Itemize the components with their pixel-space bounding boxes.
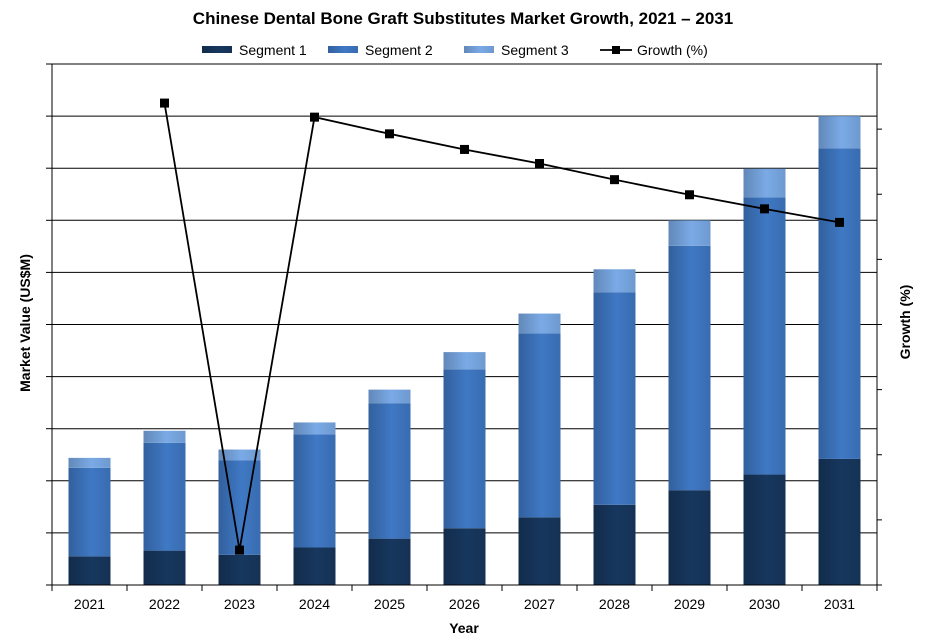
bar-segment-3-2029 xyxy=(668,220,711,246)
x-tick-label: 2031 xyxy=(824,596,855,612)
legend-swatch xyxy=(202,46,232,53)
legend-item-segment-1: Segment 1 xyxy=(202,42,307,58)
bar-segment-2-2030 xyxy=(743,197,786,475)
bar-segment-2-2027 xyxy=(518,333,561,518)
growth-line-path xyxy=(163,102,840,551)
growth-point-2026 xyxy=(460,144,469,154)
legend-label: Segment 3 xyxy=(501,42,569,58)
bar-segment-1-2029 xyxy=(668,490,711,585)
bar-segment-3-2025 xyxy=(368,389,411,404)
bar-segment-2-2024 xyxy=(293,434,336,548)
growth-point-2027 xyxy=(535,159,544,169)
x-tick-label: 2025 xyxy=(374,596,405,612)
bar-segment-3-2023 xyxy=(218,449,261,461)
bar-segment-1-2023 xyxy=(218,554,261,585)
bars xyxy=(68,116,861,585)
axes xyxy=(46,63,882,591)
bar-segment-1-2025 xyxy=(368,538,411,585)
bar-segment-2-2022 xyxy=(143,442,186,551)
x-tick-label: 2029 xyxy=(674,596,705,612)
growth-point-2023 xyxy=(235,545,244,555)
x-tick-label: 2026 xyxy=(449,596,480,612)
legend-swatch xyxy=(328,46,358,53)
growth-point-2030 xyxy=(760,204,769,214)
bar-segment-2-2023 xyxy=(218,460,261,555)
bar-segment-2-2031 xyxy=(818,148,861,459)
bar-segment-3-2027 xyxy=(518,313,561,334)
bar-segment-1-2027 xyxy=(518,517,561,585)
bar-segment-1-2028 xyxy=(593,504,636,585)
legend-item-segment-2: Segment 2 xyxy=(328,42,433,58)
legend: Segment 1 Segment 2 Segment 3 Growth (%) xyxy=(202,42,708,58)
bar-segment-2-2025 xyxy=(368,403,411,539)
growth-point-2031 xyxy=(835,217,844,227)
growth-point-2029 xyxy=(685,190,694,200)
legend-swatch xyxy=(464,46,494,53)
y2-axis-title: Growth (%) xyxy=(897,285,913,360)
bar-segment-3-2026 xyxy=(443,352,486,370)
growth-point-2028 xyxy=(610,175,619,185)
x-tick-label: 2022 xyxy=(149,596,180,612)
legend-item-growth: Growth (%) xyxy=(600,42,708,58)
x-tick-label: 2030 xyxy=(749,596,780,612)
bar-segment-3-2022 xyxy=(143,430,186,443)
bar-segment-2-2021 xyxy=(68,467,111,557)
x-tick-label: 2027 xyxy=(524,596,555,612)
growth-point-2022 xyxy=(160,98,169,108)
legend-label: Growth (%) xyxy=(637,42,708,58)
legend-label: Segment 1 xyxy=(239,42,307,58)
x-tick-label: 2024 xyxy=(299,596,330,612)
bar-segment-1-2024 xyxy=(293,547,336,585)
x-tick-labels: 2021 2022 2023 2024 2025 2026 2027 2028 2029 2030… xyxy=(74,596,855,612)
bar-segment-1-2021 xyxy=(68,556,111,585)
legend-marker xyxy=(612,46,620,54)
x-tick-label: 2021 xyxy=(74,596,105,612)
bar-segment-3-2031 xyxy=(818,116,861,149)
growth-point-2024 xyxy=(310,112,319,122)
bar-segment-2-2029 xyxy=(668,245,711,491)
bar-segment-2-2026 xyxy=(443,369,486,529)
bar-segment-3-2024 xyxy=(293,422,336,435)
growth-point-2025 xyxy=(385,129,394,139)
x-tick-label: 2023 xyxy=(224,596,255,612)
bar-segment-3-2030 xyxy=(743,168,786,198)
bar-segment-3-2021 xyxy=(68,457,111,468)
growth-line xyxy=(160,98,844,555)
y-axis-title: Market Value (US$M) xyxy=(17,254,33,392)
bar-segment-1-2022 xyxy=(143,550,186,585)
bar-segment-1-2031 xyxy=(818,458,861,585)
bar-segment-1-2026 xyxy=(443,528,486,585)
x-axis-title: Year xyxy=(449,620,479,636)
chart-title: Chinese Dental Bone Graft Substitutes Ma… xyxy=(193,9,733,28)
bar-segment-2-2028 xyxy=(593,292,636,505)
bar-segment-3-2028 xyxy=(593,269,636,293)
bar-segment-1-2030 xyxy=(743,474,786,585)
legend-item-segment-3: Segment 3 xyxy=(464,42,569,58)
x-tick-label: 2028 xyxy=(599,596,630,612)
legend-label: Segment 2 xyxy=(365,42,433,58)
